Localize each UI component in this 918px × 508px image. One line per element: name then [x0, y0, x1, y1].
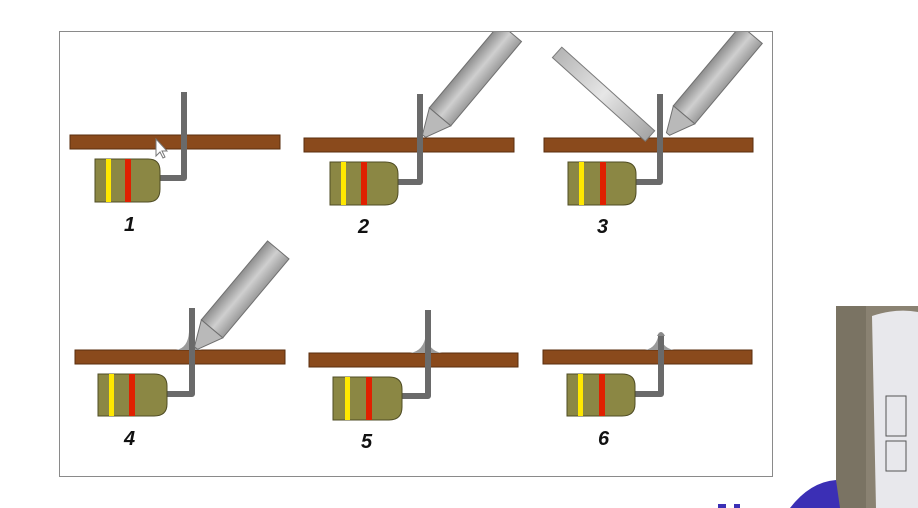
solder-wire-icon	[551, 46, 656, 142]
mouse-cursor-icon	[155, 137, 169, 159]
soldering-iron-icon	[665, 32, 763, 136]
red-band	[599, 374, 605, 416]
trimmed-lead-end	[657, 332, 665, 336]
step-6: 6	[542, 332, 753, 450]
step-label: 4	[123, 428, 135, 450]
step-3: 3	[543, 32, 763, 238]
step-label: 6	[598, 428, 610, 450]
circuit-board	[74, 349, 286, 365]
yellow-band	[345, 377, 350, 420]
circuit-board	[69, 134, 281, 150]
red-band	[129, 374, 135, 416]
circuit-board	[308, 352, 519, 368]
yellow-band	[579, 162, 584, 205]
circuit-board	[542, 349, 753, 365]
step-label: 3	[597, 216, 608, 238]
soldering-iron-icon	[421, 32, 523, 138]
circuit-board	[543, 137, 754, 153]
yellow-band	[109, 374, 114, 416]
blue-decoration	[718, 480, 840, 508]
webcam-overlay	[836, 306, 918, 508]
component-lead	[633, 334, 664, 397]
component-lead	[396, 94, 423, 185]
component-lead	[400, 310, 431, 399]
yellow-band	[578, 374, 583, 416]
soldering-iron-icon	[193, 240, 290, 350]
red-band	[600, 162, 606, 205]
yellow-band	[341, 162, 346, 205]
component-lead	[165, 308, 195, 397]
red-band	[125, 159, 131, 202]
step-label: 1	[124, 214, 135, 236]
red-band	[366, 377, 372, 420]
slide-frame: 1 2	[59, 31, 773, 477]
step-2: 2	[303, 32, 523, 238]
red-band	[361, 162, 367, 205]
component-lead	[635, 94, 663, 185]
step-4: 4	[74, 240, 290, 450]
circuit-board	[303, 137, 515, 153]
step-label: 2	[357, 216, 369, 238]
yellow-band	[106, 159, 111, 202]
step-1: 1	[69, 92, 281, 236]
step-label: 5	[361, 431, 373, 453]
soldering-steps-diagram: 1 2	[69, 32, 763, 453]
component-lead	[158, 92, 187, 181]
step-5: 5	[308, 310, 519, 453]
